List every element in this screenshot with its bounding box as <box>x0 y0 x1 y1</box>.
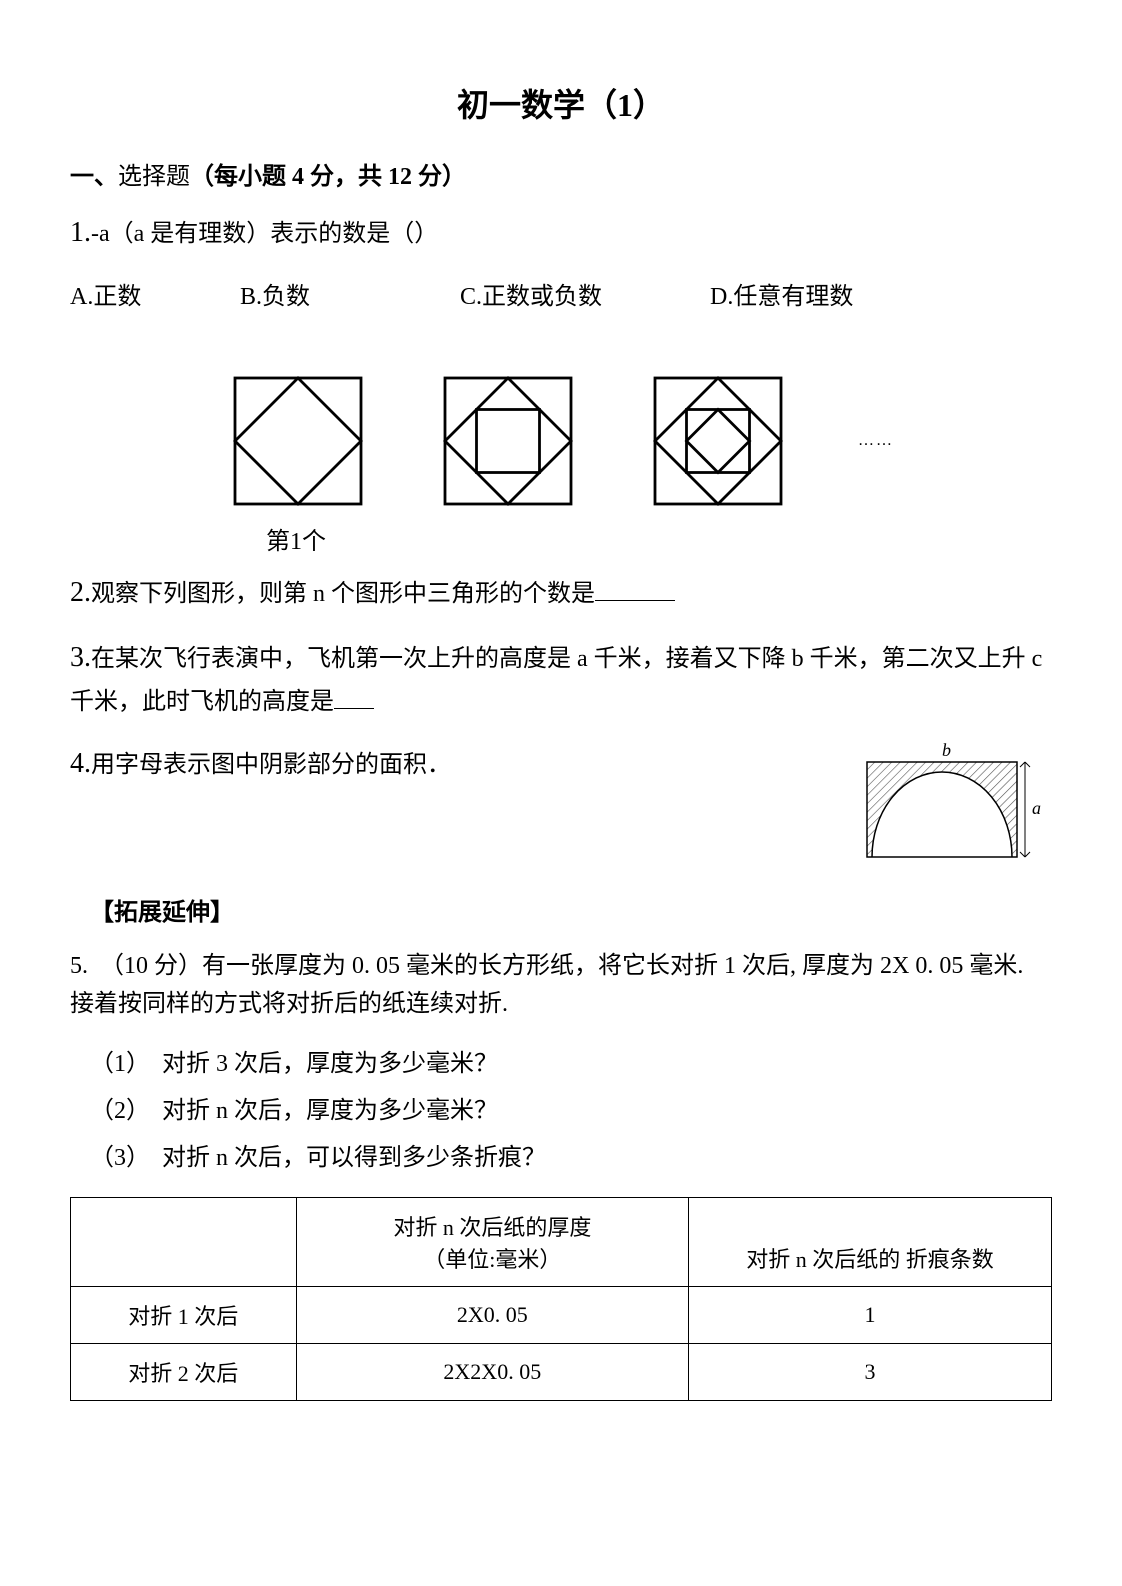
section-scoring: （每小题 4 分，共 12 分） <box>190 164 466 190</box>
page-title: 初一数学（1） <box>70 80 1052 126</box>
q2-figures: …… <box>70 371 1052 511</box>
q4-text: 用字母表示图中阴影部分的面积． <box>91 752 451 778</box>
section-1-header: 一、选择题（每小题 4 分，共 12 分） <box>70 156 1052 191</box>
q4-figure: b a <box>852 742 1052 872</box>
th-creases: 对折 n 次后纸的 折痕条数 <box>689 1198 1052 1287</box>
q1-opt-d: D.任意有理数 <box>710 276 1052 311</box>
question-5: 5. （10 分）有一张厚度为 0. 05 毫米的长方形纸，将它长对折 1 次后… <box>70 947 1052 1024</box>
th-thickness-line1: 对折 n 次后纸的厚度 <box>305 1210 680 1242</box>
q4-label-b: b <box>942 742 951 760</box>
section-prefix: 一、 <box>70 164 118 190</box>
question-4: 4.用字母表示图中阴影部分的面积． <box>70 742 822 787</box>
table-header-row: 对折 n 次后纸的厚度 （单位:毫米） 对折 n 次后纸的 折痕条数 <box>71 1198 1052 1287</box>
question-3: 3.在某次飞行表演中，飞机第一次上升的高度是 a 千米，接着又下降 b 千米，第… <box>70 636 1052 722</box>
question-1: 1.-a（a 是有理数）表示的数是（） <box>70 211 1052 256</box>
q1-opt-b: B.负数 <box>240 276 460 311</box>
question-2: 2.观察下列图形，则第 n 个图形中三角形的个数是 <box>70 571 1052 616</box>
r2c1: 对折 2 次后 <box>71 1344 297 1401</box>
th-thickness-line2: （单位:毫米） <box>305 1242 680 1274</box>
q1-text: -a（a 是有理数）表示的数是（） <box>91 221 438 247</box>
r2c3: 3 <box>689 1344 1052 1401</box>
question-4-row: 4.用字母表示图中阴影部分的面积． b a <box>70 742 1052 872</box>
th-thickness: 对折 n 次后纸的厚度 （单位:毫米） <box>296 1198 688 1287</box>
r2c2: 2X2X0. 05 <box>296 1344 688 1401</box>
r1c2: 2X0. 05 <box>296 1287 688 1344</box>
q5-sub1: （1） 对折 3 次后，厚度为多少毫米？ <box>90 1043 1052 1078</box>
section-type: 选择题 <box>118 164 190 190</box>
figure-ellipsis: …… <box>858 432 894 450</box>
q3-text: 在某次飞行表演中，飞机第一次上升的高度是 a 千米，接着又下降 b 千米，第二次… <box>70 646 1042 716</box>
figure-2 <box>438 371 578 511</box>
figure-1-label: 第1个 <box>0 521 1052 556</box>
fold-table: 对折 n 次后纸的厚度 （单位:毫米） 对折 n 次后纸的 折痕条数 对折 1 … <box>70 1197 1052 1401</box>
q4-number: 4. <box>70 748 91 779</box>
q5-sub2: （2） 对折 n 次后，厚度为多少毫米？ <box>90 1090 1052 1125</box>
th-blank <box>71 1198 297 1287</box>
q1-opt-c: C.正数或负数 <box>460 276 710 311</box>
q2-blank <box>595 572 675 601</box>
q3-number: 3. <box>70 642 91 673</box>
q5-sub3: （3） 对折 n 次后，可以得到多少条折痕？ <box>90 1137 1052 1172</box>
q1-opt-a: A.正数 <box>70 276 240 311</box>
q1-number: 1. <box>70 217 91 248</box>
q2-text: 观察下列图形，则第 n 个图形中三角形的个数是 <box>91 581 595 607</box>
q5-number: 5. <box>70 953 88 979</box>
figure-3 <box>648 371 788 511</box>
extension-header: 【拓展延伸】 <box>90 892 1052 927</box>
r1c3: 1 <box>689 1287 1052 1344</box>
table-row-2: 对折 2 次后 2X2X0. 05 3 <box>71 1344 1052 1401</box>
q3-blank <box>334 680 374 709</box>
q1-options: A.正数 B.负数 C.正数或负数 D.任意有理数 <box>70 276 1052 311</box>
q2-number: 2. <box>70 577 91 608</box>
q5-intro: （10 分）有一张厚度为 0. 05 毫米的长方形纸，将它长对折 1 次后, 厚… <box>70 953 1023 1017</box>
q4-label-a: a <box>1032 798 1041 818</box>
r1c1: 对折 1 次后 <box>71 1287 297 1344</box>
table-row-1: 对折 1 次后 2X0. 05 1 <box>71 1287 1052 1344</box>
figure-1 <box>228 371 368 511</box>
